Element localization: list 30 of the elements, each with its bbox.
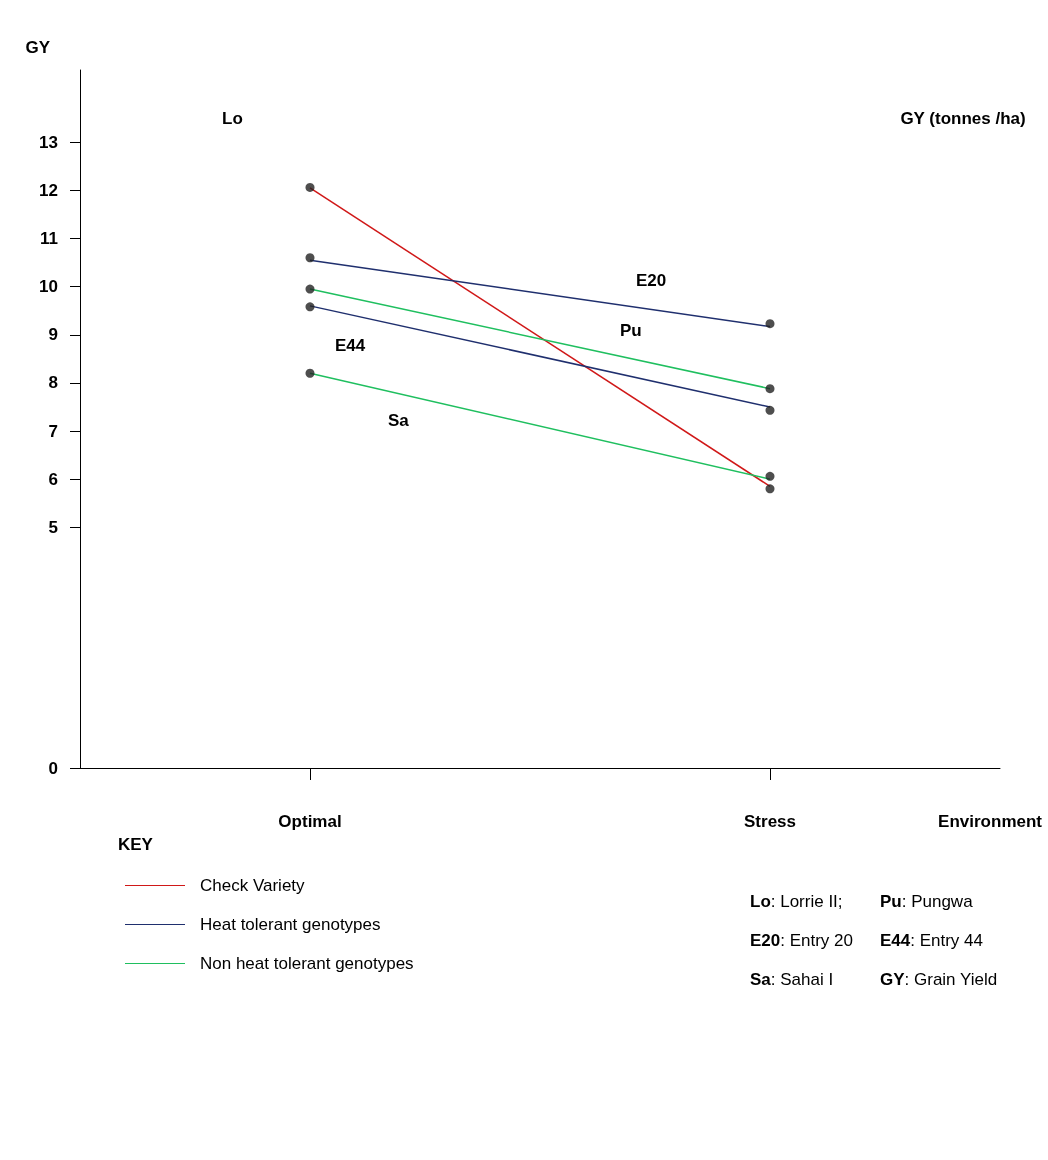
x-tick-label: Optimal [278,812,342,831]
text: E20: Entry 20 [750,931,854,950]
text: E44: Entry 44 [880,931,984,950]
y-tick-label: 12 [39,180,58,200]
annotation: E20 [636,271,667,290]
y-tick-label: 8 [48,373,58,393]
text: Sa: Sahai I [750,970,834,989]
y-tick-label: 6 [48,469,58,489]
legend-label: Check Variety [200,876,306,895]
annotation: E44 [335,336,366,355]
annotation: Pu [620,321,642,340]
y-tick-label: 0 [48,758,58,778]
y-axis-title: GY [25,38,51,57]
y-tick-label: 11 [40,228,58,248]
legend-label: Non heat tolerant genotypes [200,954,414,973]
annotation: Lo [222,109,243,128]
x-axis-title: Environment [938,812,1043,831]
annotation: Sa [388,411,410,430]
text: GY: Grain Yield [880,970,998,989]
annotation: GY (tonnes /ha) [900,109,1026,128]
text: Pu: Pungwa [880,892,974,911]
x-tick-label: Stress [744,812,796,831]
y-tick-label: 9 [48,325,58,345]
y-tick-label: 10 [39,277,58,297]
legend-label: Heat tolerant genotypes [200,915,381,934]
text: Lo: Lorrie II; [750,892,843,911]
y-tick-label: 13 [39,132,58,152]
y-tick-label: 7 [48,421,58,441]
text: KEY [118,835,154,854]
y-tick-label: 5 [48,517,58,537]
